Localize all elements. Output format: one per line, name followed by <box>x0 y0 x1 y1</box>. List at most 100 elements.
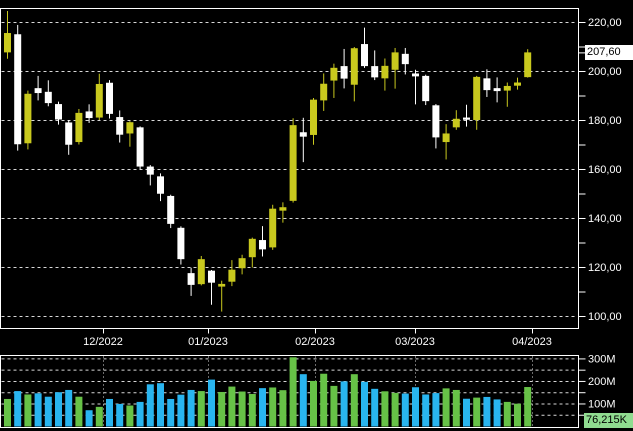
last-volume-value: 76,215K <box>586 414 627 426</box>
candle-body <box>34 88 42 94</box>
volume-bar <box>228 386 236 427</box>
candle-body <box>197 259 205 285</box>
volume-bar <box>197 391 205 427</box>
volume-bar <box>269 387 277 427</box>
volume-bar <box>432 393 440 427</box>
candle-body <box>259 240 266 250</box>
candle-body <box>126 122 134 134</box>
volume-bar <box>238 391 246 427</box>
candle-body <box>65 122 73 145</box>
candle-body <box>146 166 154 175</box>
volume-bar <box>350 374 358 427</box>
volume-bar <box>381 391 389 427</box>
date-axis-label: 04/2023 <box>512 336 552 348</box>
candle-body <box>177 227 185 260</box>
candle-body <box>524 52 532 78</box>
volume-bar <box>493 399 501 427</box>
candle-body <box>473 76 481 120</box>
volume-bar <box>299 374 307 427</box>
date-axis-label: 01/2023 <box>188 336 228 348</box>
candle-body <box>238 258 246 269</box>
candle-body <box>106 82 113 114</box>
date-axis-label: 12/2022 <box>83 336 123 348</box>
volume-bar <box>44 396 52 427</box>
candle-body <box>503 85 511 91</box>
price-axis-label: 180,00 <box>588 115 622 127</box>
candle-body <box>279 207 287 211</box>
date-axis-label: 03/2023 <box>395 336 435 348</box>
candle-body <box>289 125 297 201</box>
candle-body <box>361 44 368 67</box>
candle-body <box>371 66 379 78</box>
volume-axis-label: 100M <box>588 398 616 410</box>
candle-body <box>167 195 175 224</box>
price-axis-label: 160,00 <box>588 164 622 176</box>
candle-body <box>463 117 470 120</box>
volume-bar <box>136 401 144 427</box>
candle-body <box>116 117 124 135</box>
volume-bar <box>34 393 42 427</box>
volume-bar <box>503 401 511 427</box>
price-axis-label: 100,00 <box>588 311 622 323</box>
candle-body <box>422 75 430 102</box>
volume-bar <box>95 406 103 427</box>
volume-bar <box>85 410 93 427</box>
candle-body <box>483 78 491 91</box>
candle-body <box>432 105 440 138</box>
candle-body <box>157 176 164 194</box>
candle-body <box>4 33 11 53</box>
candle-body <box>381 65 389 79</box>
volume-bar <box>463 398 470 427</box>
candle-body <box>330 67 338 81</box>
volume-bar <box>248 394 256 427</box>
candle-body <box>340 66 348 79</box>
candle-body <box>350 48 358 85</box>
volume-axis-label: 300M <box>588 353 616 365</box>
volume-bar <box>524 387 532 427</box>
candle-body <box>391 52 399 70</box>
volume-bar <box>401 393 409 427</box>
volume-bar <box>116 403 124 427</box>
candle-body <box>187 273 195 285</box>
candle-body <box>95 83 103 118</box>
candle-body <box>208 270 215 283</box>
date-axis-label: 02/2023 <box>295 336 335 348</box>
candle-body <box>514 82 521 86</box>
volume-bar <box>106 398 113 427</box>
volume-bar <box>146 384 154 427</box>
volume-bar <box>75 396 83 427</box>
candle-body <box>412 73 419 77</box>
candle-body <box>136 127 144 167</box>
volume-bar <box>187 389 195 427</box>
volume-bar <box>514 403 521 427</box>
volume-bar <box>340 381 348 427</box>
last-volume-marker: 76,215K <box>584 413 633 428</box>
volume-bar <box>483 396 491 427</box>
volume-bar <box>330 385 338 427</box>
volume-bar <box>126 405 134 427</box>
candle-body <box>218 283 226 287</box>
last-price-marker: 207,60 <box>585 45 633 60</box>
volume-bar <box>14 391 22 427</box>
volume-bar <box>412 387 419 427</box>
volume-axis-label: 200M <box>588 376 616 388</box>
candle-body <box>401 53 409 65</box>
volume-bar <box>177 394 185 427</box>
volume-bar <box>55 392 62 427</box>
volume-bar <box>473 397 481 427</box>
volume-bar <box>422 394 430 427</box>
candle-body <box>85 111 93 119</box>
price-axis-label: 200,00 <box>588 66 622 78</box>
candle-body <box>442 133 450 143</box>
price-panel-border <box>0 8 579 329</box>
candle-body <box>310 99 317 135</box>
volume-bar <box>208 379 215 427</box>
candle-body <box>24 93 32 144</box>
volume-bar <box>371 388 379 427</box>
volume-bar <box>391 392 399 427</box>
candle-body <box>299 132 307 137</box>
volume-bar <box>24 394 32 427</box>
candle-body <box>320 83 328 101</box>
price-axis-label: 220,00 <box>588 17 622 29</box>
